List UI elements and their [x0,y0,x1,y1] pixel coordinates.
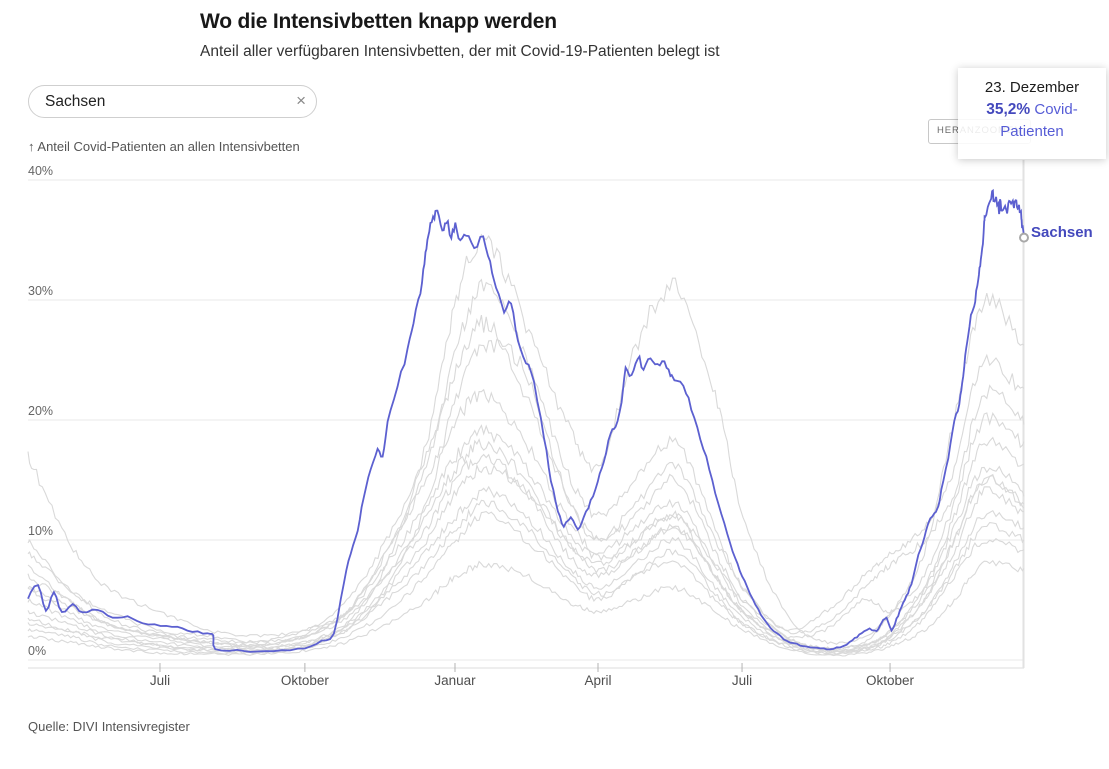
tooltip-date: 23. Dezember [984,79,1080,96]
y-axis-tick-label: 10% [28,524,54,538]
background-series-line[interactable] [27,338,1025,653]
y-axis-title: ↑ Anteil Covid-Patienten an allen Intens… [28,139,300,154]
x-axis-tick-label: Juli [149,673,171,688]
search-input[interactable] [28,85,317,118]
tooltip-value-suffix: Covid-Patienten [1000,101,1078,140]
y-axis-tick-label: 20% [28,404,54,418]
x-axis-tick-label: Oktober [280,673,329,688]
page-title: Wo die Intensivbetten knapp werden [200,10,557,33]
highlight-series-line-sachsen[interactable] [27,188,1025,653]
y-axis-tick-label: 30% [28,284,54,298]
tooltip-value-line: 35,2% Covid-Patienten [966,99,1098,143]
background-series-line[interactable] [27,485,1025,654]
tooltip-percent-sign: % [1016,101,1031,118]
background-series-line[interactable] [27,314,1025,651]
clear-search-icon[interactable]: × [296,91,306,110]
tooltip: 23. Dezember 35,2% Covid-Patienten [958,68,1106,159]
x-axis-tick-label: April [584,673,612,688]
x-axis-tick-label: Januar [434,673,476,688]
x-axis-tick-label: Oktober [866,673,915,688]
background-series-line[interactable] [27,278,1025,647]
source-note: Quelle: DIVI Intensivregister [28,719,190,734]
y-axis-tick-label: 40% [28,164,54,178]
tooltip-value: 35,2 [986,101,1017,118]
x-axis-tick-label: Juli [731,673,753,688]
background-series-line[interactable] [27,559,1025,657]
background-series-line[interactable] [27,438,1025,653]
background-series-line[interactable] [27,424,1025,644]
background-series-line[interactable] [27,463,1024,651]
series-end-label: Sachsen [1031,224,1093,241]
endpoint-marker [1019,232,1029,243]
y-axis-tick-label: 0% [28,644,47,658]
page-subtitle: Anteil aller verfügbaren Intensivbetten,… [200,43,720,60]
background-series-line[interactable] [27,233,1025,650]
state-search: × [28,85,317,118]
background-series-line[interactable] [27,453,1025,653]
background-series-line[interactable] [27,388,1025,653]
